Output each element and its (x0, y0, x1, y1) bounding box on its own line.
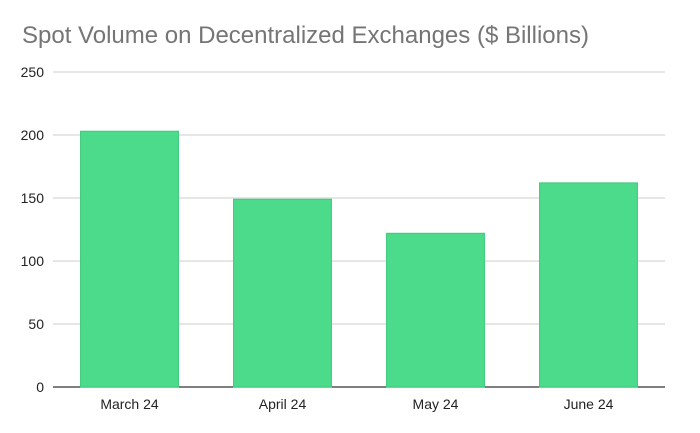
bar-june-24 (539, 182, 638, 388)
y-tick-label: 200 (21, 127, 45, 143)
x-axis-tick-labels: March 24 April 24 May 24 June 24 (100, 396, 613, 412)
bar-march-24 (80, 130, 179, 388)
x-tick-label: April 24 (259, 396, 307, 412)
y-axis-tick-labels: 0 50 100 150 200 250 (21, 64, 45, 395)
y-tick-label: 50 (28, 316, 44, 332)
y-tick-label: 100 (21, 253, 45, 269)
bar-may-24 (386, 232, 485, 388)
y-tick-label: 150 (21, 190, 45, 206)
bars (80, 130, 638, 388)
chart-title: Spot Volume on Decentralized Exchanges (… (22, 22, 589, 49)
x-tick-label: March 24 (100, 396, 159, 412)
y-tick-label: 0 (36, 379, 44, 395)
x-tick-label: June 24 (564, 396, 614, 412)
bar-april-24 (233, 198, 332, 388)
y-tick-label: 250 (21, 64, 45, 80)
x-tick-label: May 24 (413, 396, 459, 412)
